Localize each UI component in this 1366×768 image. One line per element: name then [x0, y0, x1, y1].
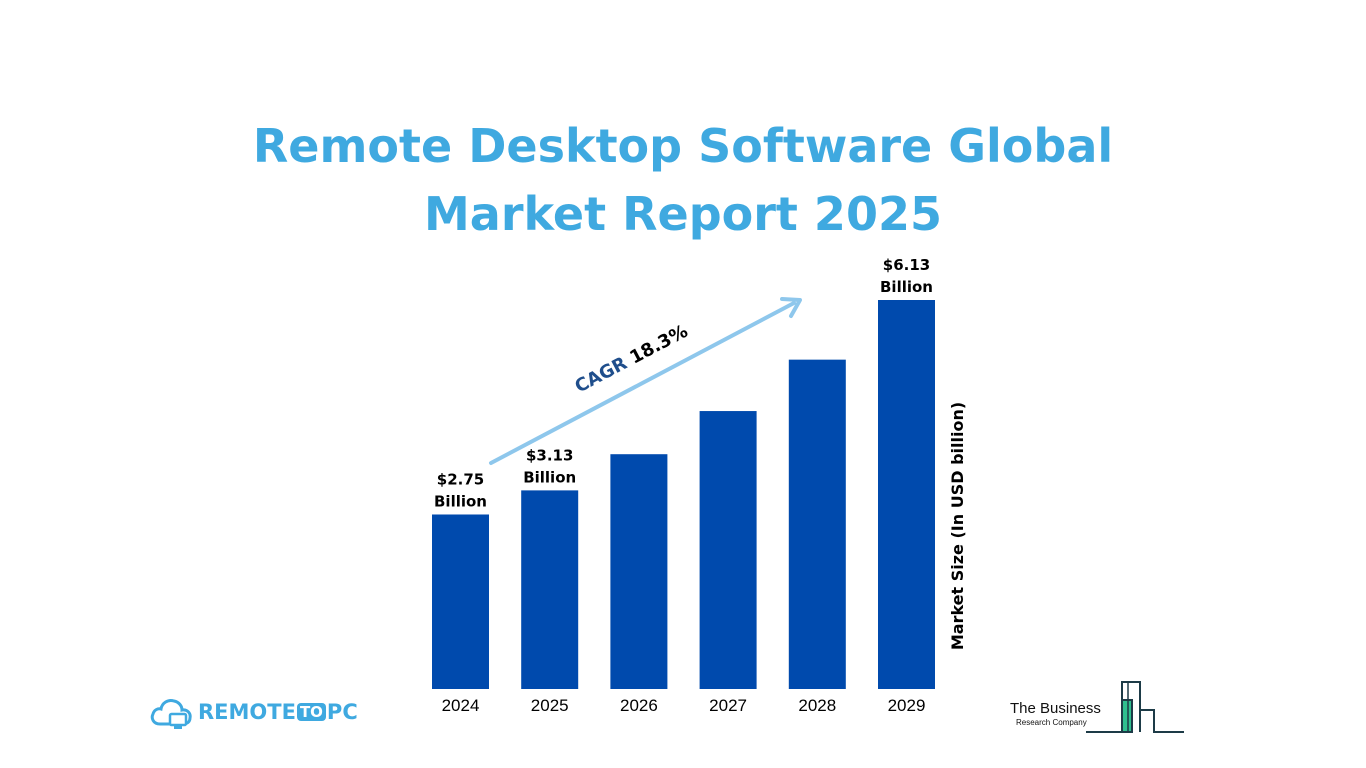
chart-title-line1: Remote Desktop Software Global: [252, 119, 1114, 173]
cloud-monitor-icon: [150, 699, 192, 729]
chart-title: Remote Desktop Software Global Market Re…: [0, 112, 1366, 248]
bar-2025: [521, 490, 579, 689]
value-label-2029-amount: $6.13: [883, 256, 930, 274]
x-tick-label-2024: 2024: [442, 696, 480, 715]
bar-2029: [878, 300, 935, 689]
x-tick-label-2025: 2025: [531, 696, 569, 715]
brc-name-line1: The Business: [1010, 700, 1101, 717]
value-label-2024-unit: Billion: [434, 492, 487, 510]
buildings-icon: [1086, 681, 1184, 733]
brc-name-line2: Research Company: [1016, 718, 1087, 727]
bar-2026: [610, 454, 668, 689]
remotetopc-wordmark: REMOTE TO PC: [198, 700, 358, 724]
x-tick-label-2028: 2028: [798, 696, 836, 715]
y-axis-label: Market Size (In USD billion): [948, 402, 967, 650]
chart-title-line2: Market Report 2025: [424, 187, 942, 241]
x-tick-label-2026: 2026: [620, 696, 658, 715]
bar-2027: [699, 411, 757, 689]
value-label-2029-unit: Billion: [880, 278, 933, 296]
value-label-2024-amount: $2.75: [437, 470, 484, 488]
bar-2024: [432, 514, 489, 689]
bar-2028: [788, 359, 846, 689]
value-label-2025-unit: Billion: [523, 468, 576, 486]
x-tick-label-2027: 2027: [709, 696, 747, 715]
x-tick-label-2029: 2029: [888, 696, 926, 715]
value-label-2025-amount: $3.13: [526, 446, 573, 464]
cagr-arrow-head: [780, 297, 802, 318]
cagr-annotation: CAGR 18.3%: [571, 321, 691, 398]
business-research-company-logo: The Business Research Company: [1008, 680, 1188, 736]
cagr-arrow-line: [489, 301, 796, 465]
